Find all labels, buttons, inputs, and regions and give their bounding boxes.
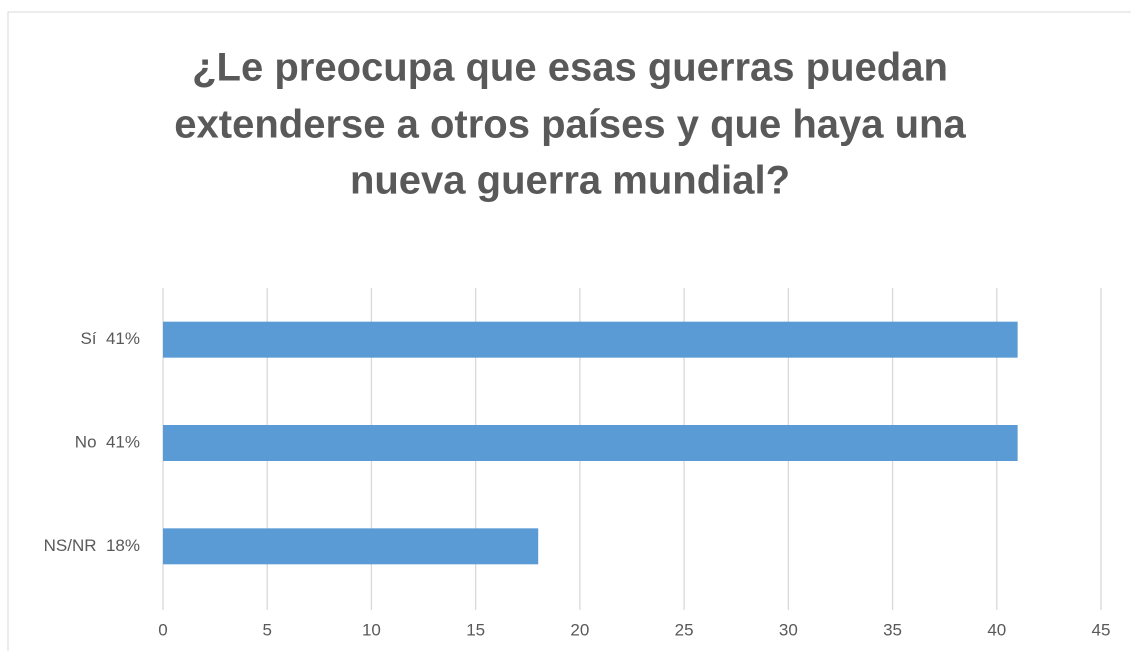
x-tick-label: 40 (987, 620, 1006, 639)
x-tick-label: 25 (675, 620, 694, 639)
chart-title: nueva guerra mundial? (350, 159, 790, 203)
x-tick-label: 20 (570, 620, 589, 639)
chart-title: ¿Le preocupa que esas guerras puedan (192, 46, 948, 90)
chart-title: extenderse a otros países y que haya una (174, 103, 966, 147)
y-tick-label: NS/NR 18% (44, 536, 140, 555)
bar (163, 321, 1018, 358)
x-tick-label: 10 (362, 620, 381, 639)
bar (163, 528, 539, 565)
x-tick-label: 5 (262, 620, 271, 639)
bar (163, 425, 1018, 461)
x-tick-label: 45 (1092, 620, 1111, 639)
x-tick-label: 15 (466, 620, 485, 639)
x-tick-label: 0 (158, 620, 167, 639)
y-tick-label: Sí 41% (80, 329, 140, 348)
x-tick-label: 30 (779, 620, 798, 639)
y-tick-label: No 41% (75, 432, 140, 451)
x-tick-label: 35 (883, 620, 902, 639)
